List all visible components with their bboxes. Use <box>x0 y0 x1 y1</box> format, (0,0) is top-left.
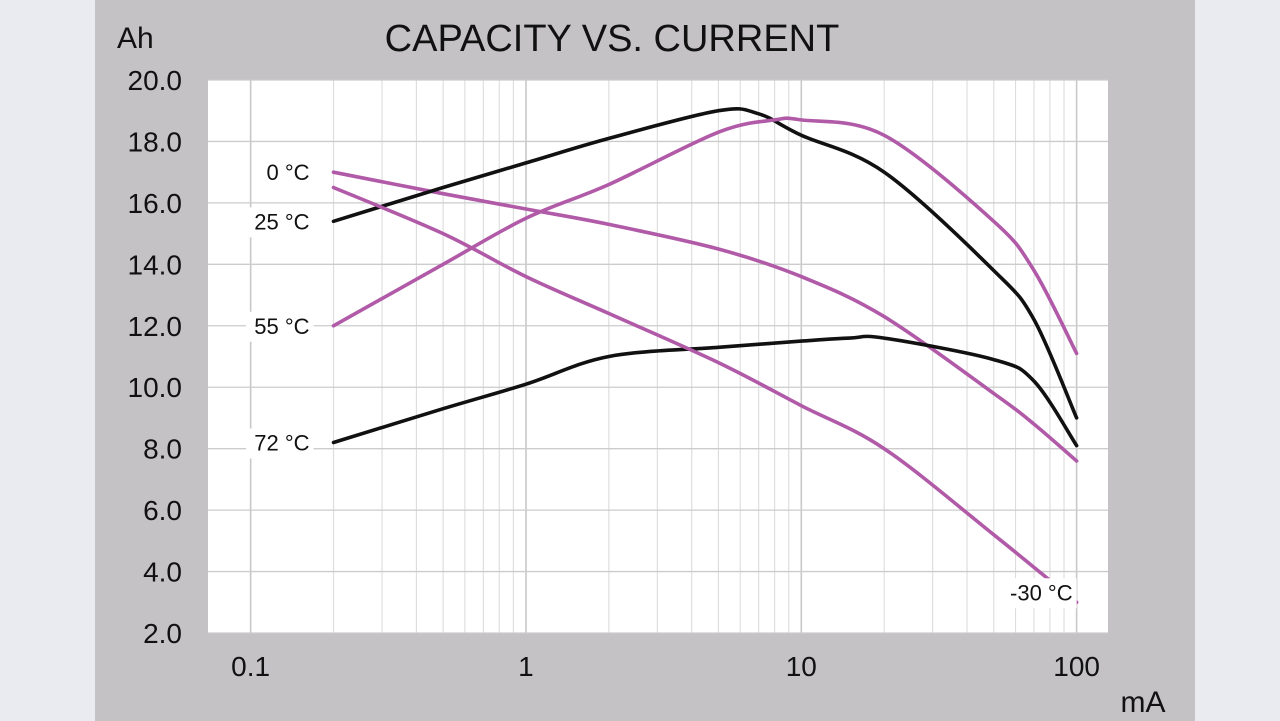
series-label-bg <box>246 311 314 342</box>
y-tick-label: 10.0 <box>128 372 183 403</box>
y-tick-label: 6.0 <box>143 495 182 526</box>
series-labels: 0 °C 25 °C 55 °C 72 °C -30 °C <box>246 158 1077 609</box>
series-label-55c: 55 °C <box>254 314 309 339</box>
chart-title: CAPACITY VS. CURRENT <box>385 18 840 60</box>
y-tick-label: 4.0 <box>143 557 182 588</box>
series-label--30c: -30 °C <box>1010 580 1073 605</box>
x-tick-label: 10 <box>786 651 817 682</box>
series-line--30c <box>331 185 1079 605</box>
y-tick-label: 20.0 <box>128 65 183 96</box>
y-tick-label: 18.0 <box>128 126 183 157</box>
y-tick-label: 2.0 <box>143 618 182 649</box>
series-line-0c <box>331 170 1079 463</box>
series-label-bg <box>246 428 314 459</box>
y-tick-label: 14.0 <box>128 249 183 280</box>
y-axis-unit: Ah <box>117 22 154 55</box>
grid <box>208 79 1108 634</box>
series-label-bg <box>246 207 314 238</box>
series-layer <box>331 106 1079 605</box>
series-label-bg <box>997 578 1077 609</box>
series-line-55c <box>331 116 1079 356</box>
x-axis-unit: mA <box>1121 686 1166 719</box>
y-tick-label: 12.0 <box>128 311 183 342</box>
plot-area <box>208 80 1108 633</box>
series-line-25c <box>331 106 1079 420</box>
x-tick-label: 0.1 <box>231 651 270 682</box>
series-line-72c <box>331 334 1079 448</box>
y-tick-label: 16.0 <box>128 188 183 219</box>
series-label-bg <box>257 158 314 189</box>
axis-tick-labels: 2.0 4.0 6.0 8.0 10.0 12.0 14.0 16.0 18.0 20.0 0.1 1… <box>128 65 1100 682</box>
x-tick-label: 100 <box>1053 651 1100 682</box>
series-label-25c: 25 °C <box>254 209 309 234</box>
series-label-72c: 72 °C <box>254 431 309 456</box>
x-tick-label: 1 <box>518 651 534 682</box>
y-tick-label: 8.0 <box>143 434 182 465</box>
series-label-0c: 0 °C <box>266 160 309 185</box>
